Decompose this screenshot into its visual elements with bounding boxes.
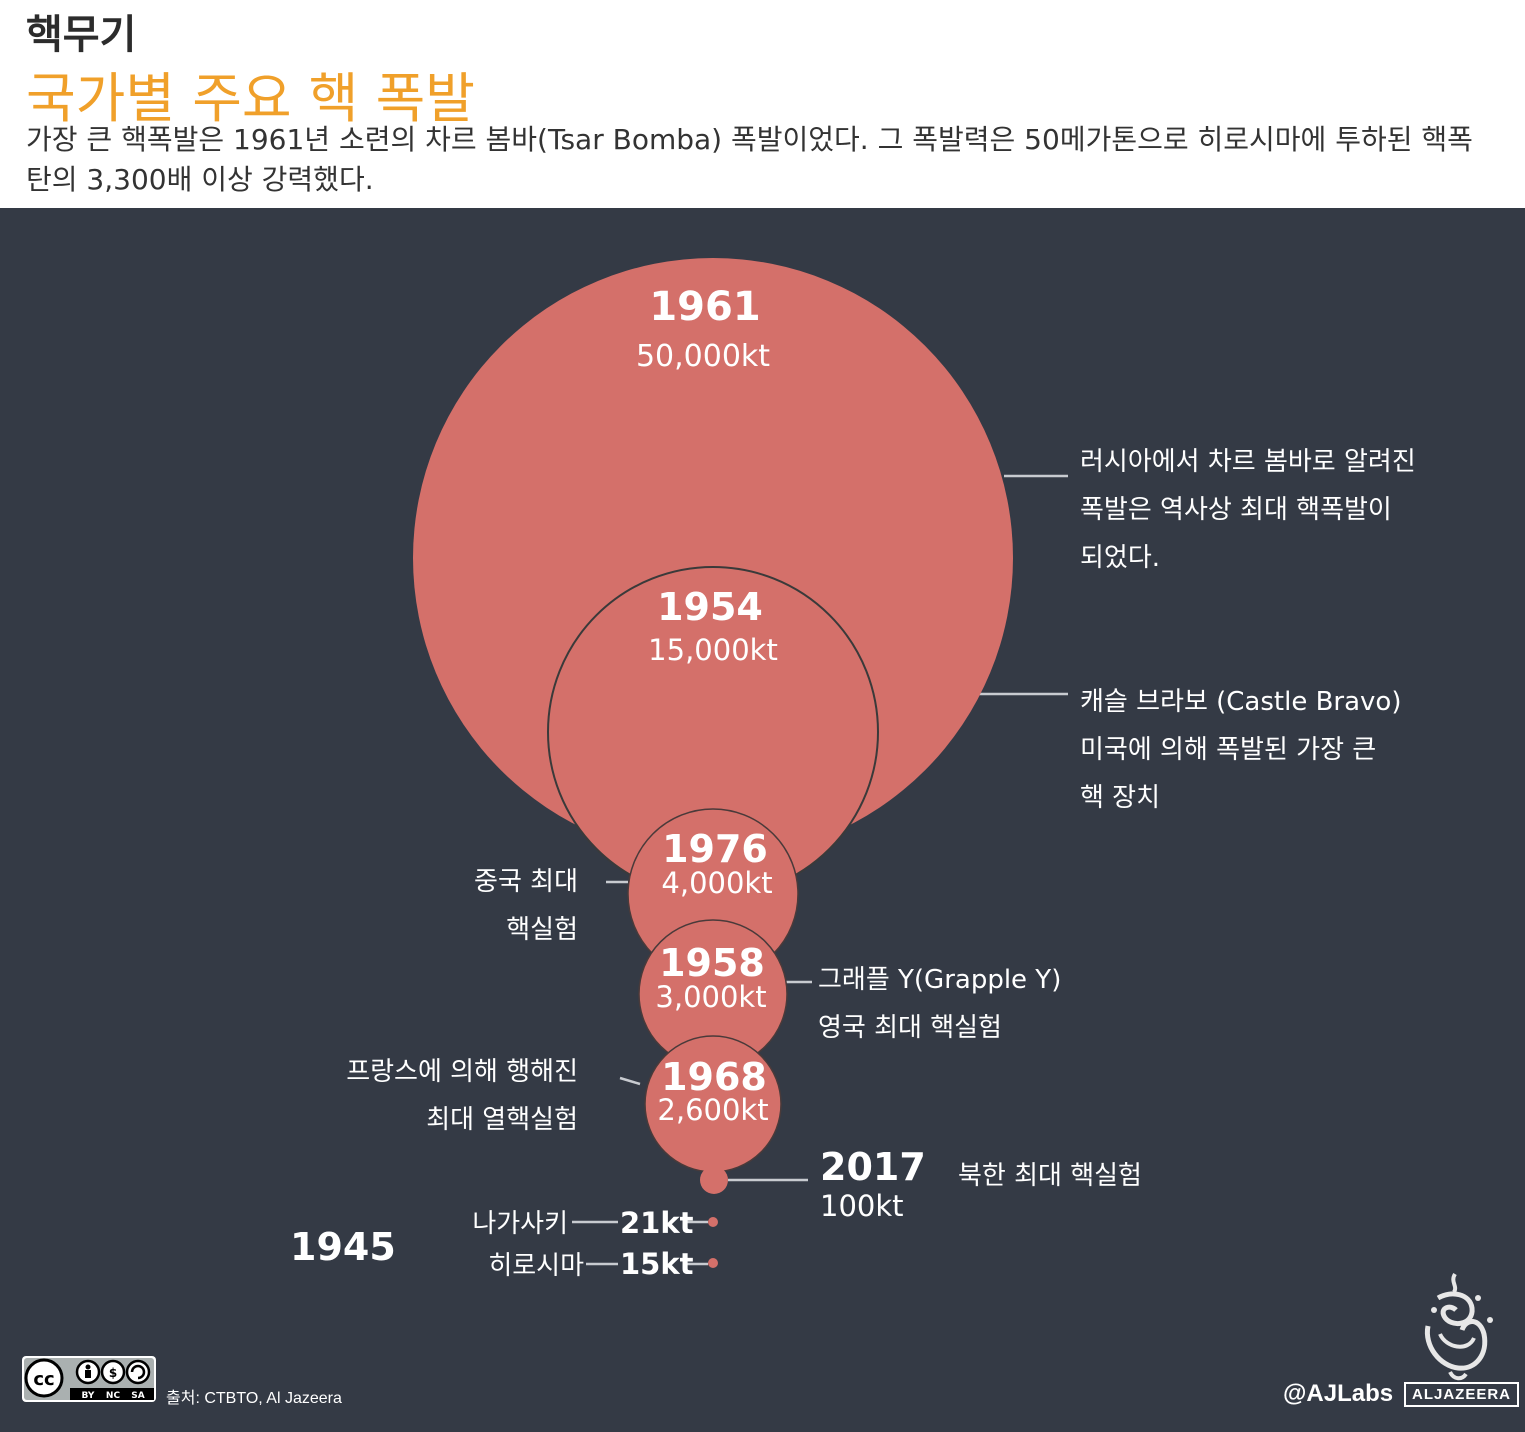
note-line: 그래플 Y(Grapple Y): [818, 965, 1061, 995]
aljazeera-logo-icon: [1424, 1272, 1493, 1381]
note-line: 폭발은 역사상 최대 핵폭발이: [1080, 495, 1392, 525]
brand-wordmark: ALJAZEERA: [1404, 1382, 1520, 1407]
year-label: 1968: [661, 1055, 767, 1099]
note-line: 히로시마: [488, 1251, 584, 1281]
twitter-handle: @AJLabs: [1283, 1380, 1394, 1407]
year-label: 2017: [820, 1145, 926, 1189]
cc-sa-label: SA: [131, 1391, 144, 1401]
yield-label: 3,000kt: [655, 980, 766, 1014]
note-line: 최대 열핵실험: [426, 1105, 578, 1135]
yield-label: 15,000kt: [648, 633, 778, 667]
subtitle: 가장 큰 핵폭발은 1961년 소련의 차르 봄바(Tsar Bomba) 폭발…: [26, 123, 1473, 196]
note-line: 핵실험: [506, 915, 578, 945]
cc-nc-label: NC: [106, 1391, 121, 1401]
svg-text:$: $: [109, 1366, 117, 1380]
year-label: 1954: [657, 585, 763, 629]
yield-label: 21kt: [620, 1206, 694, 1240]
note-line: 프랑스에 의해 행해진: [346, 1057, 578, 1087]
year-label: 1976: [662, 827, 768, 871]
source-credit: 출처: CTBTO, Al Jazeera: [166, 1390, 342, 1407]
yield-label: 2,600kt: [657, 1093, 768, 1127]
note-line: 중국 최대: [474, 867, 578, 897]
header: 핵무기 국가별 주요 핵 폭발 가장 큰 핵폭발은 1961년 소련의 차르 봄…: [0, 0, 1525, 208]
yield-label: 100kt: [820, 1189, 904, 1223]
year-label: 1961: [649, 284, 760, 330]
yield-label: 50,000kt: [636, 339, 770, 374]
yield-label: 4,000kt: [661, 866, 772, 900]
bubble-nagasaki: [708, 1217, 718, 1227]
page-title: 국가별 주요 핵 폭발: [26, 67, 475, 130]
bubble-2017: [700, 1166, 728, 1194]
chart-panel: 1961 50,000kt 1954 15,000kt 1976 4,000kt…: [0, 208, 1525, 1432]
leader-1968: [619, 1076, 641, 1086]
cc-by-label: BY: [82, 1391, 95, 1401]
year-1945-label: 1945: [290, 1225, 396, 1269]
year-label: 1958: [659, 941, 765, 985]
note-line: 북한 최대 핵실험: [958, 1161, 1142, 1191]
note-line: 캐슬 브라보 (Castle Bravo): [1080, 687, 1401, 717]
bubble-hiroshima: [708, 1258, 718, 1268]
note-line: 미국에 의해 폭발된 가장 큰: [1080, 735, 1376, 765]
note-line: 러시아에서 차르 봄바로 알려진: [1080, 447, 1416, 477]
note-line: 나가사키: [472, 1209, 568, 1239]
yield-label: 15kt: [620, 1247, 694, 1281]
cc-label: cc: [33, 1369, 54, 1390]
bubble-chart: 1961 50,000kt 1954 15,000kt 1976 4,000kt…: [290, 258, 1416, 1281]
note-line: 영국 최대 핵실험: [818, 1013, 1002, 1043]
kicker: 핵무기: [26, 12, 137, 58]
note-line: 핵 장치: [1080, 783, 1160, 813]
note-line: 되었다.: [1080, 543, 1160, 573]
cc-license-icon: cc $ BY NC SA: [22, 1356, 156, 1402]
